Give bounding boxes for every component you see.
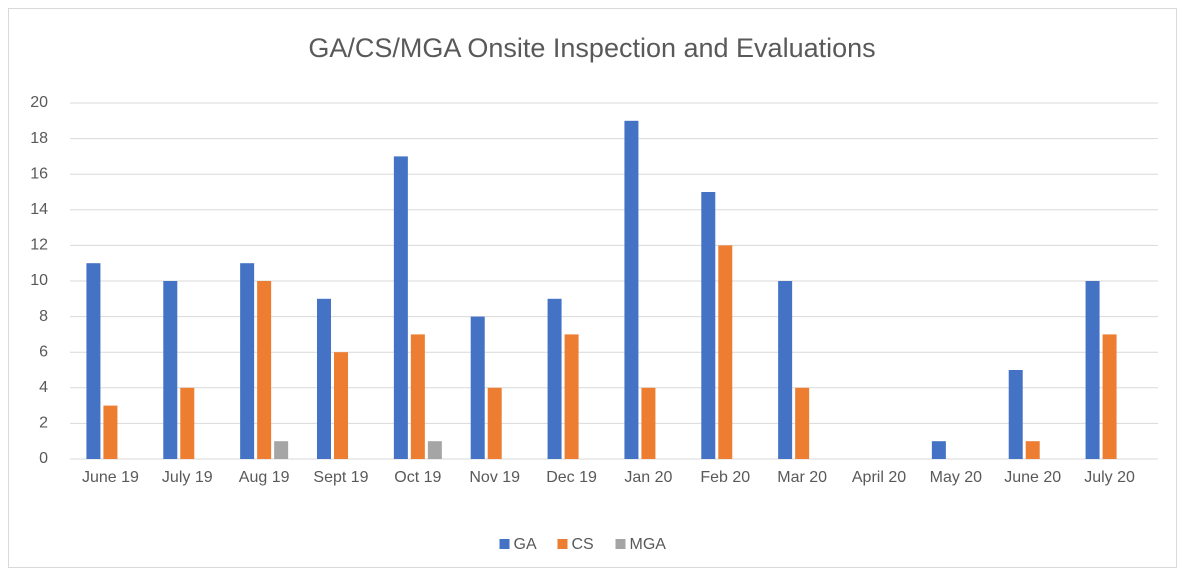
x-tick-label: June 19 bbox=[82, 469, 139, 486]
bar bbox=[180, 387, 195, 459]
y-tick-label: 10 bbox=[30, 272, 48, 289]
legend-label: MGA bbox=[630, 536, 667, 553]
bar bbox=[701, 192, 716, 459]
y-tick-label: 8 bbox=[39, 308, 48, 325]
x-tick-label: Sept 19 bbox=[313, 469, 368, 486]
x-tick-label: Nov 19 bbox=[469, 469, 520, 486]
x-tick-label: June 20 bbox=[1004, 469, 1061, 486]
bar bbox=[334, 352, 348, 459]
bar bbox=[274, 441, 289, 459]
bar bbox=[718, 245, 733, 459]
bar bbox=[641, 387, 656, 459]
y-tick-label: 18 bbox=[30, 130, 48, 147]
bar bbox=[86, 263, 101, 459]
bar bbox=[1085, 281, 1100, 459]
bar bbox=[103, 405, 118, 459]
x-tick-label: July 20 bbox=[1084, 469, 1135, 486]
x-tick-label: July 19 bbox=[162, 469, 213, 486]
x-tick-label: May 20 bbox=[930, 469, 983, 486]
bar bbox=[427, 441, 442, 459]
legend-swatch bbox=[499, 539, 510, 549]
y-tick-label: 14 bbox=[30, 201, 48, 218]
chart-border bbox=[8, 8, 1177, 568]
y-tick-label: 20 bbox=[30, 94, 48, 111]
bar bbox=[1008, 370, 1023, 459]
x-tick-label: Oct 19 bbox=[394, 469, 441, 486]
bar bbox=[1025, 441, 1040, 459]
bar bbox=[393, 156, 408, 459]
x-tick-label: Jan 20 bbox=[624, 469, 672, 486]
legend-swatch bbox=[615, 539, 626, 549]
x-tick-label: Mar 20 bbox=[777, 469, 827, 486]
bar bbox=[795, 387, 810, 459]
bar bbox=[470, 316, 485, 459]
bar bbox=[564, 334, 579, 459]
bar bbox=[240, 263, 255, 459]
x-tick-label: Dec 19 bbox=[546, 469, 597, 486]
chart-title: GA/CS/MGA Onsite Inspection and Evaluati… bbox=[308, 33, 875, 63]
legend-swatch bbox=[557, 539, 568, 549]
bar bbox=[163, 281, 178, 459]
y-tick-label: 2 bbox=[39, 415, 48, 432]
y-tick-label: 16 bbox=[30, 165, 48, 182]
bar bbox=[547, 298, 562, 459]
bar bbox=[1102, 334, 1117, 459]
legend-label: GA bbox=[514, 536, 537, 553]
y-tick-label: 4 bbox=[39, 379, 48, 396]
bar bbox=[624, 120, 639, 460]
y-tick-label: 6 bbox=[39, 343, 48, 360]
legend-label: CS bbox=[572, 536, 594, 553]
x-tick-label: Feb 20 bbox=[700, 469, 750, 486]
bar bbox=[487, 387, 502, 459]
bar bbox=[317, 298, 331, 459]
bar bbox=[931, 441, 946, 459]
x-tick-label: April 20 bbox=[852, 469, 906, 486]
bar bbox=[257, 281, 272, 459]
x-tick-label: Aug 19 bbox=[239, 469, 290, 486]
y-tick-label: 0 bbox=[39, 450, 48, 467]
y-tick-label: 12 bbox=[30, 237, 48, 254]
bar bbox=[778, 281, 793, 459]
bar bbox=[410, 334, 425, 459]
